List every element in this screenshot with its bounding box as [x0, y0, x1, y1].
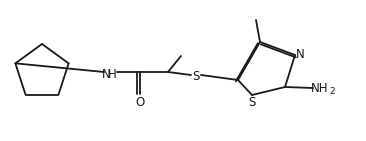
Text: N: N	[102, 68, 111, 81]
Text: S: S	[248, 95, 256, 109]
Text: H: H	[108, 68, 116, 81]
Text: S: S	[192, 70, 200, 82]
Text: 2: 2	[329, 86, 335, 95]
Text: N: N	[296, 49, 305, 61]
Text: O: O	[135, 95, 145, 109]
Text: NH: NH	[311, 82, 329, 95]
